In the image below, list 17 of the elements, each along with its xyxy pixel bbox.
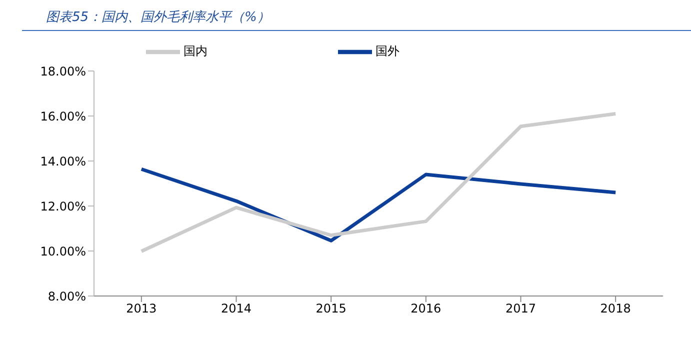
y-tick-label: 14.00% (40, 154, 86, 168)
y-tick-label: 16.00% (40, 109, 86, 124)
line-series (140, 167, 618, 242)
chart-title: 图表55：国内、国外毛利率水平（%） (22, 8, 691, 31)
x-tick-label: 2015 (316, 302, 346, 316)
x-tick-label: 2014 (220, 302, 252, 316)
legend-label: 国外 (376, 44, 400, 58)
line-series (140, 112, 618, 253)
y-tick-label: 18.00% (40, 64, 86, 78)
x-tick-label: 2018 (600, 302, 631, 316)
x-tick-label: 2016 (410, 302, 442, 316)
x-tick-label: 2017 (505, 302, 536, 316)
legend-label: 国内 (184, 44, 208, 58)
y-tick-label: 10.00% (40, 244, 86, 258)
y-tick-label: 12.00% (40, 199, 86, 214)
y-tick-label: 8.00% (48, 289, 86, 304)
x-tick-label: 2013 (126, 302, 157, 316)
